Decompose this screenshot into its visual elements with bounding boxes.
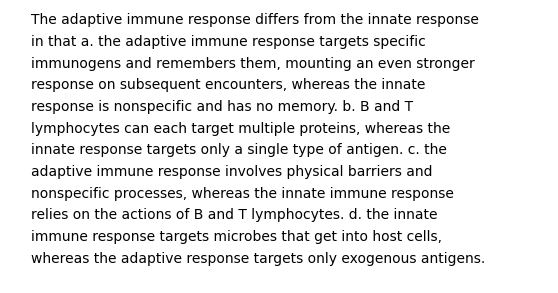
Text: immune response targets microbes that get into host cells,: immune response targets microbes that ge… <box>31 230 442 244</box>
Text: whereas the adaptive response targets only exogenous antigens.: whereas the adaptive response targets on… <box>31 252 485 266</box>
Text: response on subsequent encounters, whereas the innate: response on subsequent encounters, where… <box>31 78 425 92</box>
Text: lymphocytes can each target multiple proteins, whereas the: lymphocytes can each target multiple pro… <box>31 122 450 136</box>
Text: in that a. the adaptive immune response targets specific: in that a. the adaptive immune response … <box>31 35 425 49</box>
Text: immunogens and remembers them, mounting an even stronger: immunogens and remembers them, mounting … <box>31 57 474 71</box>
Text: innate response targets only a single type of antigen. c. the: innate response targets only a single ty… <box>31 143 446 157</box>
Text: nonspecific processes, whereas the innate immune response: nonspecific processes, whereas the innat… <box>31 187 454 201</box>
Text: relies on the actions of B and T lymphocytes. d. the innate: relies on the actions of B and T lymphoc… <box>31 208 437 222</box>
Text: adaptive immune response involves physical barriers and: adaptive immune response involves physic… <box>31 165 432 179</box>
Text: The adaptive immune response differs from the innate response: The adaptive immune response differs fro… <box>31 13 479 27</box>
Text: response is nonspecific and has no memory. b. B and T: response is nonspecific and has no memor… <box>31 100 413 114</box>
